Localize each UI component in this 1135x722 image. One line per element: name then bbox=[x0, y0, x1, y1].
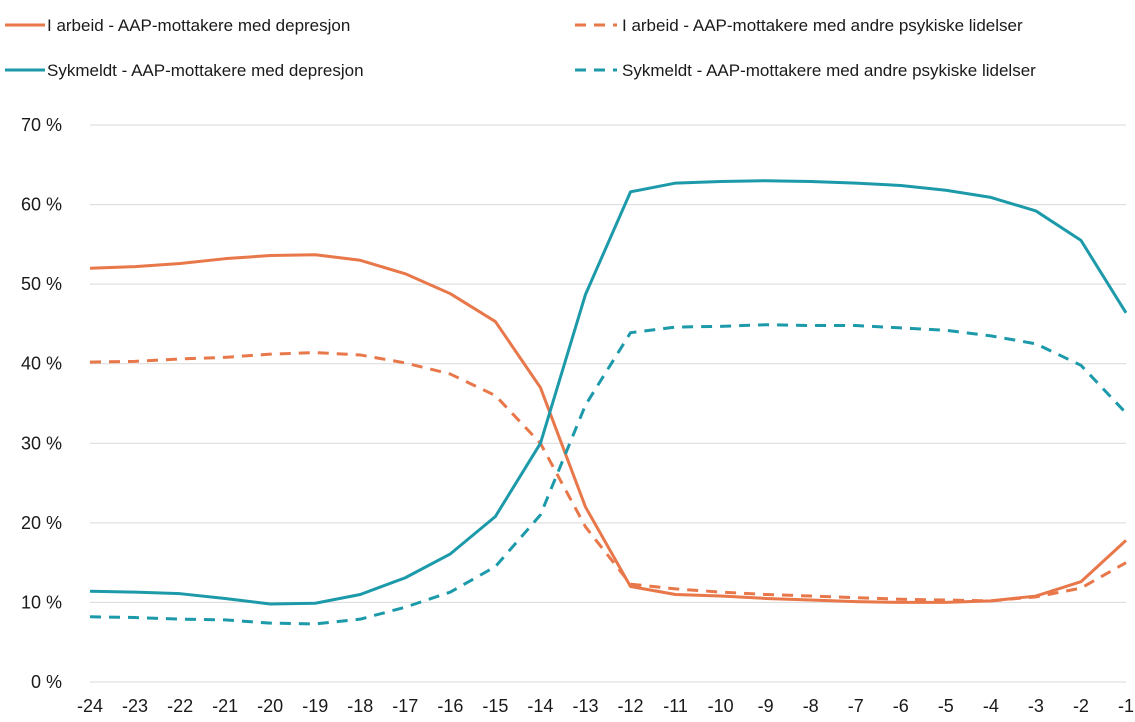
series-line-3 bbox=[89, 179, 1128, 606]
x-tick-label: -5 bbox=[938, 696, 954, 716]
x-tick-label: -18 bbox=[347, 696, 373, 716]
y-tick-label: 40 % bbox=[21, 354, 62, 374]
series-line-2 bbox=[89, 351, 1127, 603]
x-tick-label: -6 bbox=[893, 696, 909, 716]
series-lines bbox=[89, 179, 1128, 626]
x-tick-label: -21 bbox=[212, 696, 238, 716]
y-tick-label: 70 % bbox=[21, 115, 62, 135]
x-tick-label: -10 bbox=[708, 696, 734, 716]
x-tick-label: -17 bbox=[392, 696, 418, 716]
x-tick-label: -23 bbox=[122, 696, 148, 716]
y-tick-label: 30 % bbox=[21, 433, 62, 453]
x-tick-label: -24 bbox=[77, 696, 103, 716]
legend: I arbeid - AAP-mottakere med depresjon I… bbox=[5, 16, 1036, 80]
legend-entry-series-2: I arbeid - AAP-mottakere med andre psyki… bbox=[575, 16, 1023, 35]
x-tick-label: -3 bbox=[1028, 696, 1044, 716]
series-line-4 bbox=[89, 323, 1128, 626]
legend-label-series-2: I arbeid - AAP-mottakere med andre psyki… bbox=[622, 16, 1023, 35]
x-tick-label: -13 bbox=[572, 696, 598, 716]
x-tick-label: -1 bbox=[1118, 696, 1134, 716]
x-tick-label: -9 bbox=[758, 696, 774, 716]
y-tick-label: 0 % bbox=[31, 672, 62, 692]
y-tick-label: 60 % bbox=[21, 195, 62, 215]
y-tick-label: 50 % bbox=[21, 274, 62, 294]
series-line-1 bbox=[89, 253, 1128, 604]
x-tick-label: -16 bbox=[437, 696, 463, 716]
legend-entry-series-4: Sykmeldt - AAP-mottakere med andre psyki… bbox=[575, 61, 1036, 80]
x-tick-label: -7 bbox=[848, 696, 864, 716]
legend-entry-series-3: Sykmeldt - AAP-mottakere med depresjon bbox=[5, 61, 364, 80]
y-tick-label: 10 % bbox=[21, 592, 62, 612]
legend-label-series-3: Sykmeldt - AAP-mottakere med depresjon bbox=[47, 61, 364, 80]
legend-entry-series-1: I arbeid - AAP-mottakere med depresjon bbox=[5, 16, 350, 35]
x-tick-label: -20 bbox=[257, 696, 283, 716]
x-tick-label: -11 bbox=[663, 696, 688, 716]
y-tick-label: 20 % bbox=[21, 513, 62, 533]
x-tick-label: -12 bbox=[618, 696, 644, 716]
x-tick-label: -4 bbox=[983, 696, 999, 716]
y-axis-tick-labels: 0 % 10 % 20 % 30 % 40 % 50 % 60 % 70 % bbox=[21, 115, 62, 692]
x-tick-label: -2 bbox=[1073, 696, 1089, 716]
legend-label-series-1: I arbeid - AAP-mottakere med depresjon bbox=[47, 16, 350, 35]
x-tick-label: -15 bbox=[482, 696, 508, 716]
x-axis-tick-labels: -24 -23 -22 -21 -20 -19 -18 -17 -16 -15 -14 -13 -12-… bbox=[77, 696, 1134, 716]
x-tick-label: -14 bbox=[527, 696, 553, 716]
legend-label-series-4: Sykmeldt - AAP-mottakere med andre psyki… bbox=[622, 61, 1036, 80]
x-tick-label: -19 bbox=[302, 696, 328, 716]
x-tick-label: -22 bbox=[167, 696, 193, 716]
gridlines bbox=[90, 124, 1126, 683]
x-tick-label: -8 bbox=[803, 696, 819, 716]
